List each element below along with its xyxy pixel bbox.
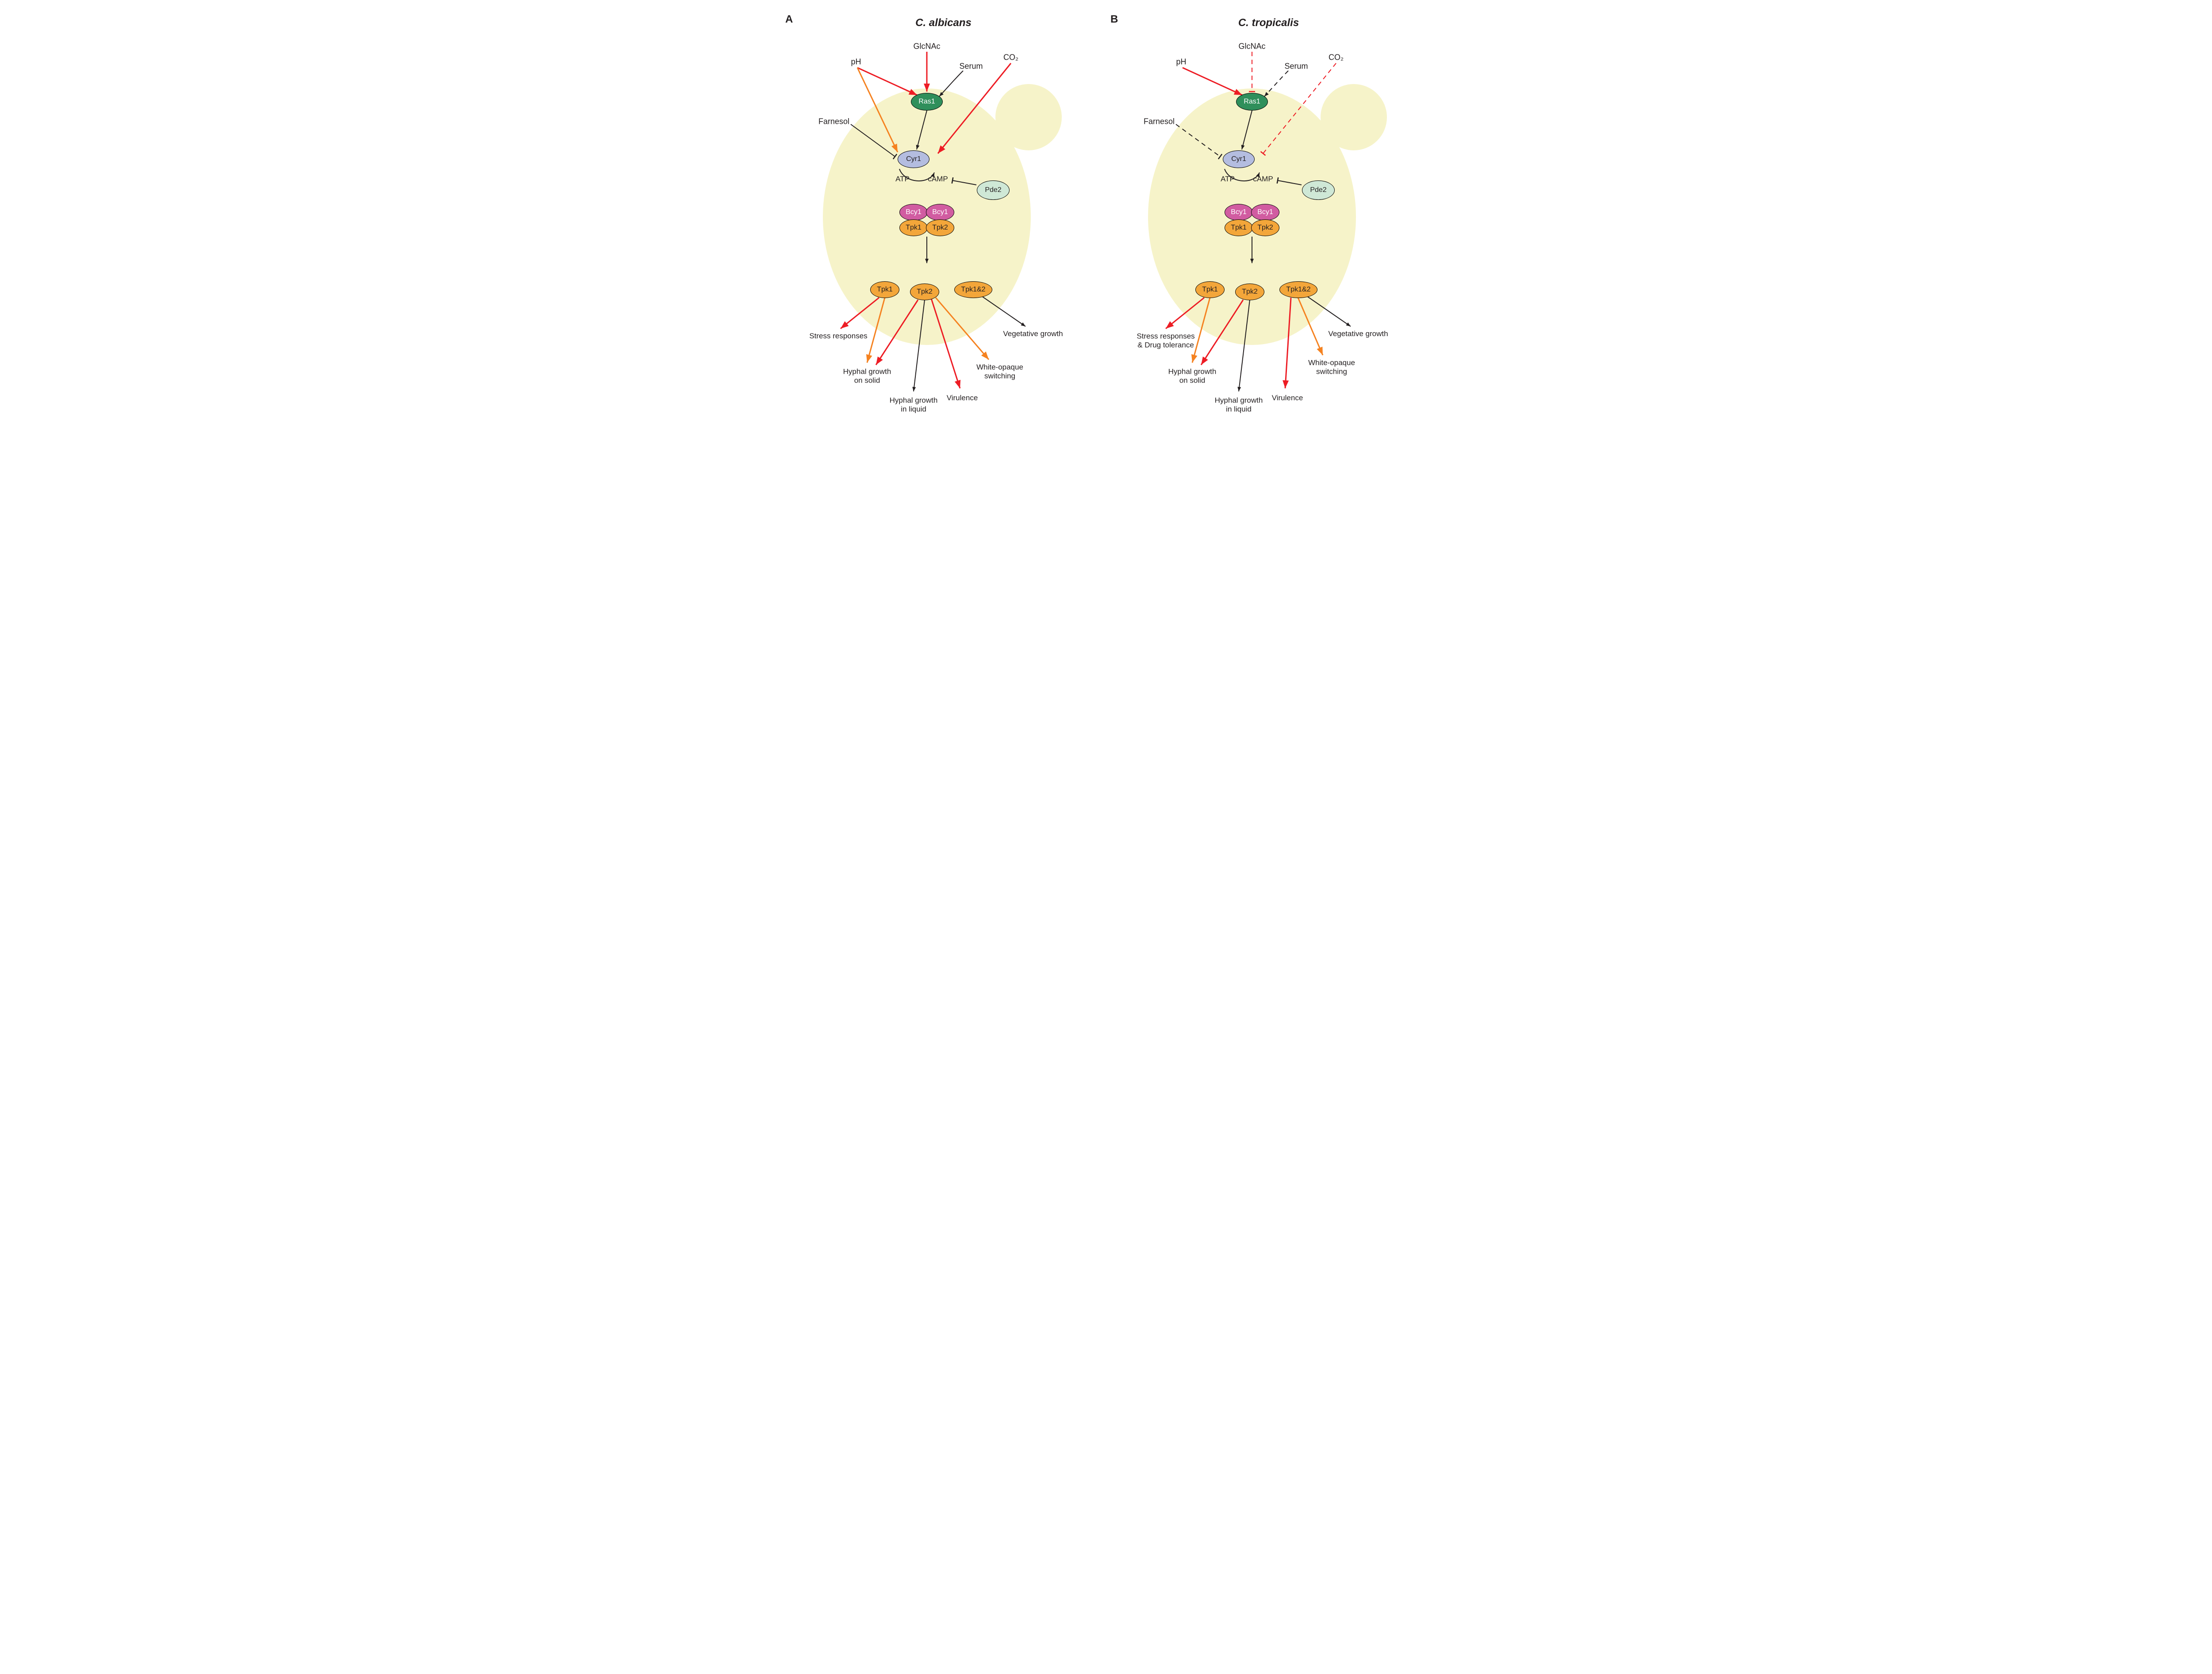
node-bcy1L: Bcy1: [899, 204, 928, 221]
reaction-atp: ATP: [895, 175, 910, 184]
signal-glcnac: GlcNAc: [913, 42, 940, 51]
figure: AC. albicanspHGlcNAcSerumCO₂FarnesolATPc…: [781, 0, 1431, 442]
cell-bud: [995, 84, 1062, 150]
node-pde2: Pde2: [1302, 180, 1335, 200]
node-tpk12: Tpk1&2: [1279, 281, 1317, 298]
node-cyr1: Cyr1: [898, 150, 929, 168]
reaction-camp: cAMP: [928, 175, 948, 184]
signal-co2: CO₂: [1003, 53, 1018, 62]
node-tpk1p: Tpk1: [1225, 219, 1253, 236]
output-veg: Vegetative growth: [1318, 329, 1398, 338]
node-pde2: Pde2: [977, 180, 1010, 200]
signal-serum: Serum: [959, 62, 983, 71]
signal-ph: pH: [1176, 57, 1186, 67]
panel-A: AC. albicanspHGlcNAcSerumCO₂FarnesolATPc…: [781, 9, 1106, 433]
node-bcy1R: Bcy1: [1251, 204, 1279, 221]
node-tpk2: Tpk2: [1235, 283, 1264, 300]
node-ras1: Ras1: [1236, 93, 1268, 111]
signal-farnesol: Farnesol: [1144, 117, 1175, 126]
output-veg: Vegetative growth: [993, 329, 1073, 338]
node-bcy1L: Bcy1: [1225, 204, 1253, 221]
cell-bud: [1321, 84, 1387, 150]
panel-B: BC. tropicalispHGlcNAcSerumCO₂FarnesolAT…: [1106, 9, 1431, 433]
node-tpk1p: Tpk1: [899, 219, 928, 236]
node-tpk12: Tpk1&2: [954, 281, 992, 298]
node-ras1: Ras1: [911, 93, 943, 111]
output-hsolid: Hyphal growthon solid: [827, 367, 907, 384]
signal-ph: pH: [851, 57, 861, 67]
node-tpk2: Tpk2: [910, 283, 939, 300]
node-tpk1: Tpk1: [870, 281, 899, 298]
output-wos: White-opaqueswitching: [1292, 358, 1371, 375]
output-hsolid: Hyphal growthon solid: [1152, 367, 1232, 384]
output-stress: Stress responses: [799, 332, 878, 341]
node-tpk2p: Tpk2: [1251, 219, 1279, 236]
reaction-atp: ATP: [1221, 175, 1235, 184]
species-title: C. albicans: [781, 17, 1106, 29]
reaction-camp: cAMP: [1253, 175, 1273, 184]
species-title: C. tropicalis: [1106, 17, 1431, 29]
signal-co2: CO₂: [1329, 53, 1344, 62]
output-vir: Virulence: [1248, 394, 1327, 402]
node-tpk2p: Tpk2: [926, 219, 954, 236]
node-tpk1: Tpk1: [1195, 281, 1225, 298]
node-cyr1: Cyr1: [1223, 150, 1255, 168]
signal-serum: Serum: [1284, 62, 1308, 71]
output-wos: White-opaqueswitching: [960, 363, 1040, 380]
signal-farnesol: Farnesol: [818, 117, 849, 126]
node-bcy1R: Bcy1: [926, 204, 954, 221]
output-stress: Stress responses& Drug tolerance: [1126, 332, 1206, 349]
output-vir: Virulence: [922, 394, 1002, 402]
signal-glcnac: GlcNAc: [1238, 42, 1265, 51]
